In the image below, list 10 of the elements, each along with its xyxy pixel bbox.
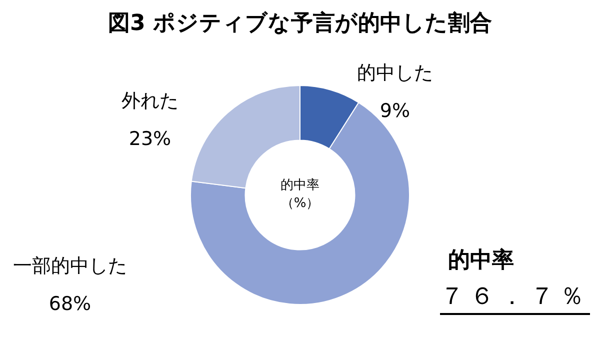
text: 的中率 [448, 246, 514, 275]
slice-label: 外れた [120, 89, 180, 114]
slice-label: 的中した [356, 61, 434, 86]
text: ７６．７％ [440, 280, 590, 315]
text: 的中率（%） [280, 177, 320, 213]
data-label: 23% [128, 127, 172, 152]
data-label: 9% [378, 99, 412, 124]
chart-title: 図3 ポジティブな予言が的中した割合 [107, 10, 493, 38]
data-label: 68% [48, 292, 92, 317]
slice-label: 一部的中した [12, 254, 128, 279]
